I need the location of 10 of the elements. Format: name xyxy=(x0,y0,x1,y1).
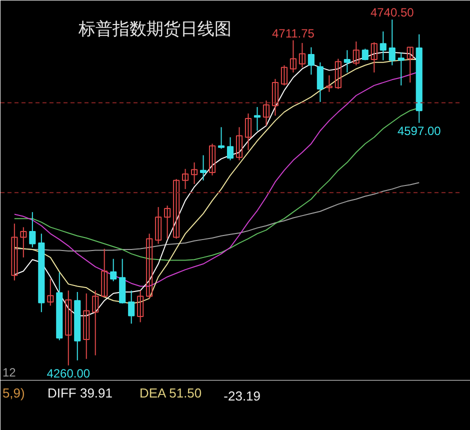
text: 标普指数期货日线图 xyxy=(77,20,232,38)
annotation: 4260.00 xyxy=(46,366,90,380)
annotation: 4597.00 xyxy=(397,124,442,138)
text: 5,9) xyxy=(2,386,25,400)
annotation: 12 xyxy=(2,366,16,380)
text: DEA 51.50 xyxy=(139,386,202,400)
annotation: 4740.50 xyxy=(370,6,414,20)
text: -23.19 xyxy=(224,388,261,404)
text: DIFF 39.91 xyxy=(47,386,113,400)
annotation: 4711.75 xyxy=(272,26,315,40)
